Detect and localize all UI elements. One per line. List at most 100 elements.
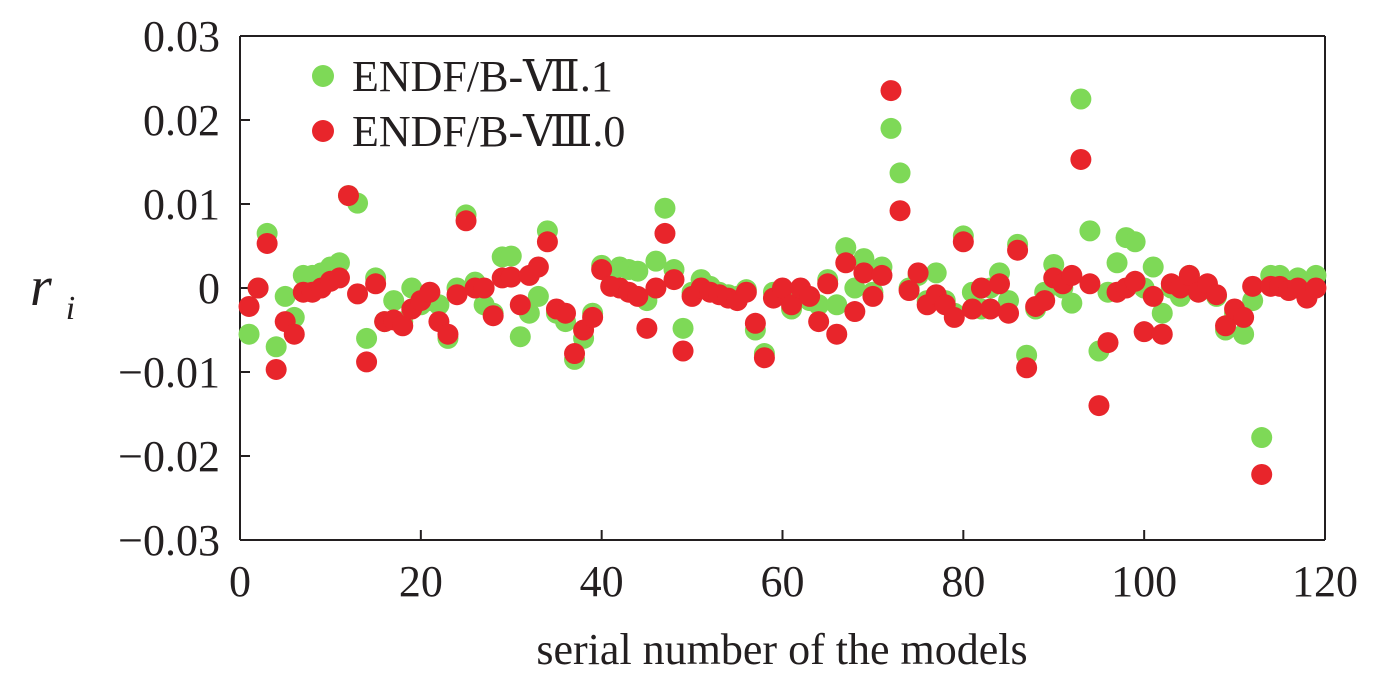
data-point: [437, 323, 459, 345]
data-point: [1097, 332, 1119, 354]
data-point: [1034, 290, 1056, 312]
y-axis-label: r i: [30, 256, 75, 327]
data-point: [1251, 427, 1273, 449]
data-point: [817, 273, 839, 295]
data-point: [961, 298, 983, 320]
y-tick-label: 0.01: [143, 180, 220, 229]
data-point: [889, 162, 911, 184]
data-point: [627, 260, 649, 282]
data-point: [1016, 357, 1038, 379]
data-point: [527, 285, 549, 307]
data-point: [1251, 463, 1273, 485]
data-point: [536, 231, 558, 253]
data-point: [880, 117, 902, 139]
data-point: [989, 273, 1010, 295]
data-point: [835, 237, 857, 259]
data-point: [274, 285, 296, 307]
data-point: [898, 280, 920, 302]
data-point: [1206, 284, 1227, 306]
y-axis-label-subscript: i: [66, 290, 75, 327]
data-point: [1151, 323, 1173, 345]
data-point: [781, 294, 803, 316]
y-tick-label: 0.03: [143, 12, 220, 61]
data-point: [1061, 292, 1083, 314]
data-point: [582, 306, 604, 328]
data-point: [636, 317, 658, 339]
data-point: [383, 290, 405, 312]
data-point: [998, 302, 1020, 324]
data-point: [338, 185, 359, 207]
data-point: [627, 285, 649, 307]
data-point: [1178, 264, 1200, 286]
data-point: [265, 358, 287, 380]
data-point: [862, 285, 884, 307]
data-point: [256, 232, 278, 254]
y-axis-ticks: 0.03 0.02 0.01 0 −0.01 −0.02 −0.03: [118, 12, 250, 565]
y-tick-label: 0: [198, 264, 220, 313]
data-point: [328, 267, 350, 289]
y-tick-label: −0.01: [118, 348, 220, 397]
data-point: [591, 259, 613, 281]
legend-label-series-2: ENDF/B-Ⅷ.0: [352, 107, 625, 156]
data-point: [799, 285, 821, 307]
data-point: [826, 294, 848, 316]
data-point: [238, 323, 260, 345]
data-point: [1242, 275, 1264, 297]
y-tick-label: −0.02: [118, 432, 220, 481]
data-point: [328, 252, 350, 274]
data-point: [1133, 321, 1155, 343]
x-axis-label: serial number of the models: [536, 625, 1027, 674]
data-point: [365, 273, 387, 295]
data-point: [844, 301, 866, 323]
data-point: [645, 250, 667, 272]
data-point: [1079, 273, 1101, 295]
data-point: [654, 222, 676, 244]
x-tick-label: 80: [941, 557, 985, 606]
data-point: [247, 277, 269, 299]
data-point: [509, 326, 531, 348]
x-axis-ticks: 0 20 40 60 80 100 120: [229, 530, 1358, 606]
data-point: [645, 277, 667, 299]
data-point: [500, 266, 522, 288]
data-point: [772, 277, 793, 299]
x-tick-label: 60: [761, 557, 805, 606]
data-point: [844, 277, 866, 299]
data-point: [753, 347, 775, 369]
y-axis-label-main: r: [30, 256, 52, 318]
data-point: [1233, 306, 1255, 328]
data-point: [1070, 88, 1092, 110]
data-point: [283, 323, 305, 345]
data-point: [853, 262, 875, 284]
data-point: [1106, 252, 1128, 274]
data-point: [1142, 256, 1164, 278]
legend: ENDF/B-Ⅶ.1 ENDF/B-Ⅷ.0: [312, 52, 625, 156]
data-point: [1142, 285, 1164, 307]
data-point: [509, 294, 531, 316]
data-point: [356, 351, 378, 373]
data-point: [871, 264, 893, 286]
legend-label-series-1: ENDF/B-Ⅶ.1: [352, 52, 613, 101]
data-point: [1124, 231, 1146, 253]
data-point: [672, 340, 694, 362]
data-point: [455, 210, 477, 232]
data-point: [952, 231, 974, 253]
data-point: [654, 197, 676, 219]
data-point: [1151, 302, 1173, 324]
data-point: [419, 281, 441, 303]
data-point: [943, 306, 965, 328]
legend-marker-series-1: [312, 65, 334, 87]
data-point: [238, 295, 260, 317]
data-point: [1233, 323, 1255, 345]
data-point: [500, 245, 522, 267]
data-point: [527, 256, 549, 278]
legend-marker-series-2: [312, 120, 334, 142]
data-point: [555, 302, 576, 324]
data-point: [473, 277, 495, 299]
data-point: [826, 323, 848, 345]
data-point: [1061, 264, 1083, 286]
series-2-points: [238, 80, 1327, 485]
y-tick-label: 0.02: [143, 96, 220, 145]
data-point: [265, 336, 287, 358]
data-point: [1088, 395, 1110, 417]
